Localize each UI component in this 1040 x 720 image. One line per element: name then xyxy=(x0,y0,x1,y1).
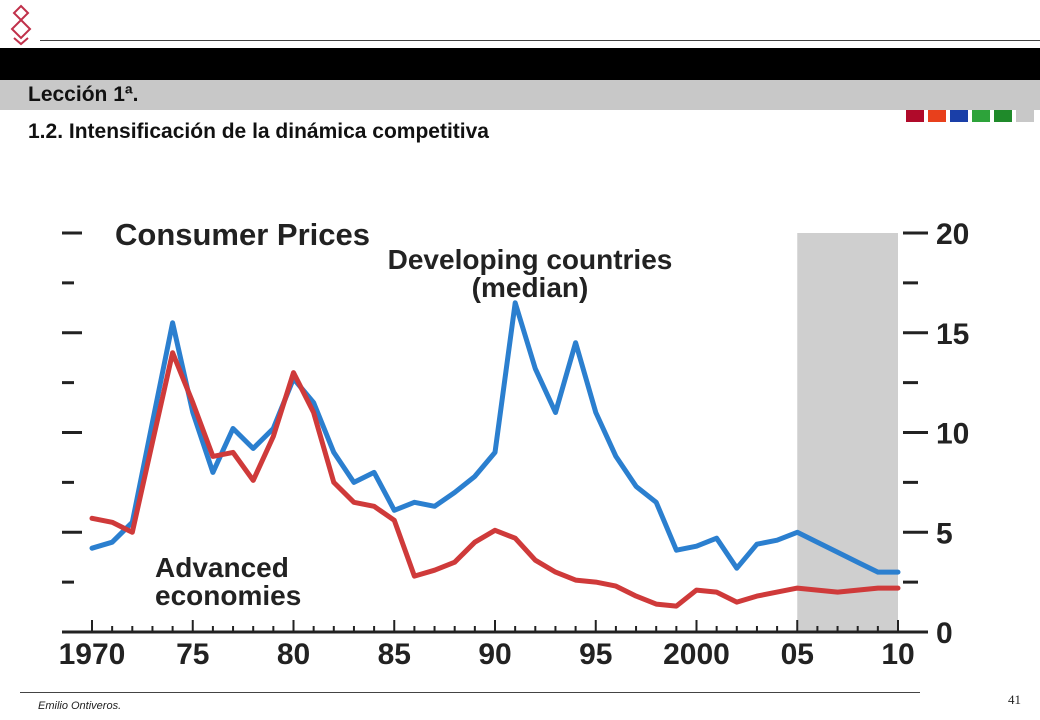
title-band xyxy=(0,80,1040,110)
x-tick-label: 2000 xyxy=(663,638,730,671)
series-label-developing-line1: Developing countries xyxy=(388,244,673,275)
series-label-advanced-line1: Advanced xyxy=(155,552,289,583)
y-tick-label: 5 xyxy=(936,517,953,550)
author-name: Emilio Ontiveros. xyxy=(38,700,122,712)
lesson-title: Lección 1ª. xyxy=(28,83,139,106)
chart-title: Consumer Prices xyxy=(115,217,370,252)
y-tick-label: 20 xyxy=(936,218,969,251)
series-line-1 xyxy=(89,350,901,609)
x-tick-label: 90 xyxy=(478,638,511,671)
series-label-advanced-line2: economies xyxy=(155,580,301,611)
y-tick-label: 15 xyxy=(936,318,969,351)
x-tick-label: 1970 xyxy=(59,638,126,671)
series-line-0 xyxy=(89,300,901,575)
x-tick-label: 85 xyxy=(378,638,411,671)
y-tick-label: 0 xyxy=(936,617,953,650)
x-tick-label: 80 xyxy=(277,638,310,671)
x-tick-label: 95 xyxy=(579,638,612,671)
projection-shading xyxy=(797,233,898,632)
header-rule xyxy=(40,40,1040,41)
page-number: 41 xyxy=(1008,692,1021,707)
x-tick-label: 05 xyxy=(781,638,814,671)
footer-rule xyxy=(20,692,920,693)
brand-logo-icon xyxy=(10,4,32,46)
header-bar xyxy=(0,48,1040,122)
series-label-developing-line2: (median) xyxy=(472,272,589,303)
x-tick-label: 10 xyxy=(881,638,914,671)
slide-subtitle: 1.2. Intensificación de la dinámica comp… xyxy=(28,120,489,143)
x-tick-label: 75 xyxy=(176,638,209,671)
y-tick-label: 10 xyxy=(936,418,969,451)
